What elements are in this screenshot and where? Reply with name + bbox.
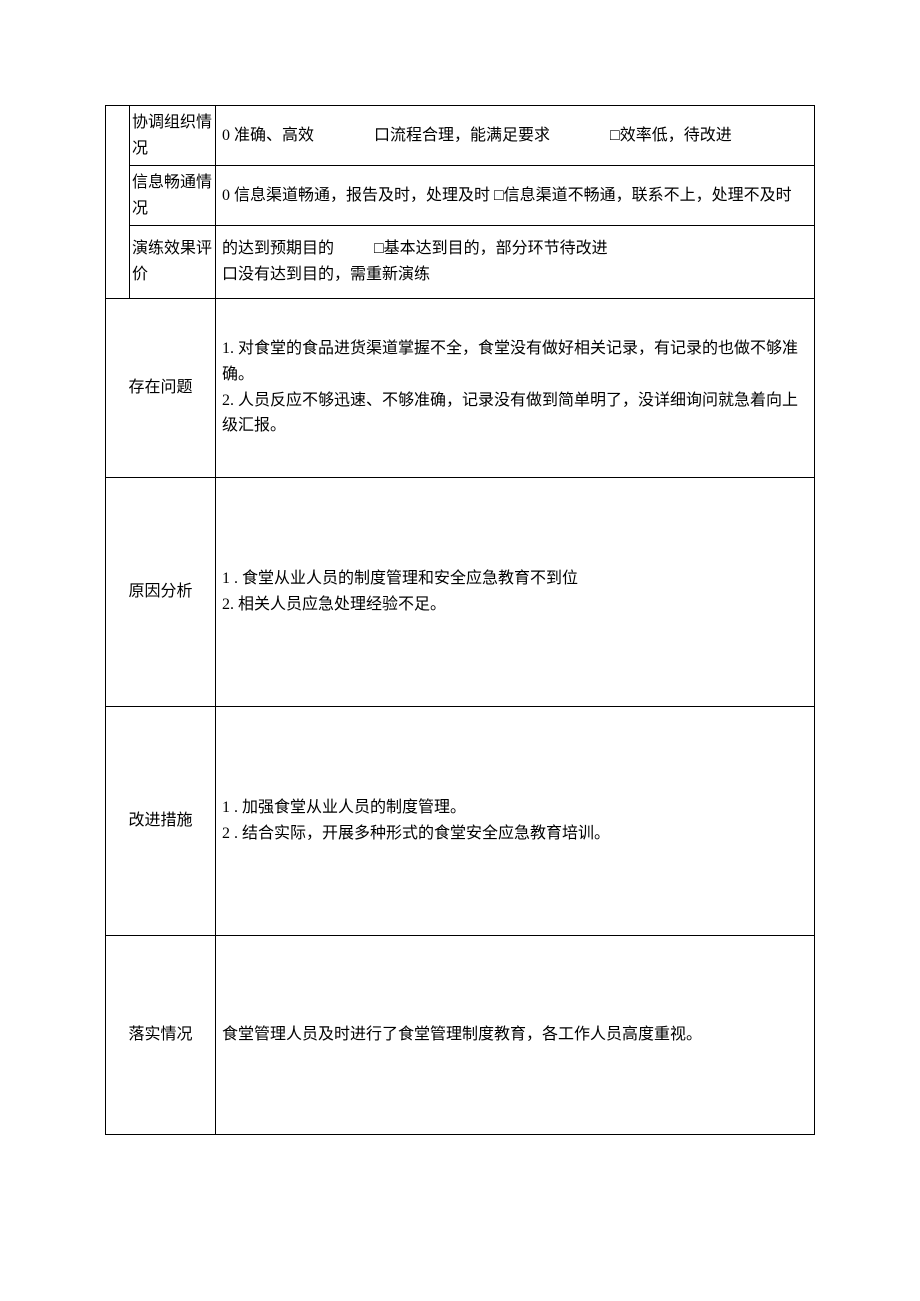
row-options-drill-eval: 的达到预期目的 □基本达到目的，部分环节待改进 口没有达到目的，需重新演练 [216,226,815,298]
table-row: 信息畅通情况 0 信息渠道畅通，报告及时，处理及时 □信息渠道不畅通，联系不上，… [106,166,815,226]
row-label-coordination: 协调组织情况 [130,106,216,166]
row-label-drill-eval: 演练效果评价 [130,226,216,298]
table-row: 落实情况 食堂管理人员及时进行了食堂管理制度教育，各工作人员高度重视。 [106,935,815,1134]
group-stub-cell [106,106,130,299]
document-page: 协调组织情况 0 准确、高效 口流程合理，能满足要求 □效率低，待改进 信息畅通… [0,0,920,1285]
option-text: 口没有达到目的，需重新演练 [222,266,430,283]
section-content-implement: 食堂管理人员及时进行了食堂管理制度教育，各工作人员高度重视。 [216,935,815,1134]
section-label-problems: 存在问题 [106,298,216,477]
content-line: 1 . 加强食堂从业人员的制度管理。 [222,795,808,821]
content-line: 2 . 结合实际，开展多种形式的食堂安全应急教育培训。 [222,821,808,847]
option-text: □效率低，待改进 [610,123,732,149]
content-line: 1. 对食堂的食品进货渠道掌握不全，食堂没有做好相关记录，有记录的也做不够准确。 [222,336,808,387]
row-options-coordination: 0 准确、高效 口流程合理，能满足要求 □效率低，待改进 [216,106,815,166]
content-line: 2. 人员反应不够迅速、不够准确，记录没有做到简单明了，没详细询问就急着向上级汇… [222,388,808,439]
option-text: □基本达到目的，部分环节待改进 [374,236,608,262]
option-text: □信息渠道不畅通，联系不上，处理不及时 [494,187,792,204]
table-row: 改进措施 1 . 加强食堂从业人员的制度管理。 2 . 结合实际，开展多种形式的… [106,706,815,935]
section-label-implement: 落实情况 [106,935,216,1134]
table-row: 演练效果评价 的达到预期目的 □基本达到目的，部分环节待改进 口没有达到目的，需… [106,226,815,298]
option-text: 0 准确、高效 [222,123,314,149]
section-content-improve: 1 . 加强食堂从业人员的制度管理。 2 . 结合实际，开展多种形式的食堂安全应… [216,706,815,935]
content-line: 1 . 食堂从业人员的制度管理和安全应急教育不到位 [222,566,808,592]
option-text: 的达到预期目的 [222,236,334,262]
evaluation-table: 协调组织情况 0 准确、高效 口流程合理，能满足要求 □效率低，待改进 信息畅通… [105,105,815,1135]
content-line: 食堂管理人员及时进行了食堂管理制度教育，各工作人员高度重视。 [222,1022,808,1048]
row-options-info-flow: 0 信息渠道畅通，报告及时，处理及时 □信息渠道不畅通，联系不上，处理不及时 [216,166,815,226]
table-row: 协调组织情况 0 准确、高效 口流程合理，能满足要求 □效率低，待改进 [106,106,815,166]
section-content-problems: 1. 对食堂的食品进货渠道掌握不全，食堂没有做好相关记录，有记录的也做不够准确。… [216,298,815,477]
table-row: 原因分析 1 . 食堂从业人员的制度管理和安全应急教育不到位 2. 相关人员应急… [106,477,815,706]
row-label-info-flow: 信息畅通情况 [130,166,216,226]
option-text: 口流程合理，能满足要求 [374,123,550,149]
content-line: 2. 相关人员应急处理经验不足。 [222,592,808,618]
table-row: 存在问题 1. 对食堂的食品进货渠道掌握不全，食堂没有做好相关记录，有记录的也做… [106,298,815,477]
section-label-causes: 原因分析 [106,477,216,706]
section-content-causes: 1 . 食堂从业人员的制度管理和安全应急教育不到位 2. 相关人员应急处理经验不… [216,477,815,706]
option-text: 0 信息渠道畅通，报告及时，处理及时 [222,187,490,204]
section-label-improve: 改进措施 [106,706,216,935]
